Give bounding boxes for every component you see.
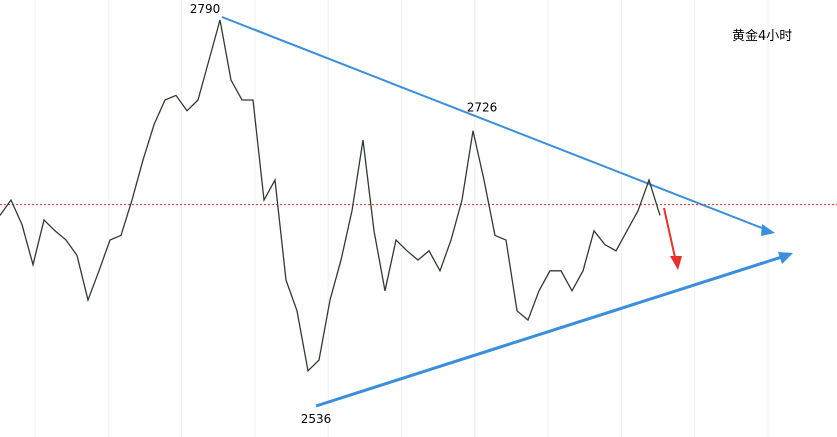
price-annotation: 2790 — [190, 2, 221, 16]
arrow-head — [778, 252, 793, 264]
trend-lines — [221, 16, 793, 408]
price-line — [0, 19, 661, 373]
arrow-head — [670, 256, 682, 270]
price-annotation: 2536 — [301, 412, 332, 426]
lower-trend-line — [315, 253, 789, 408]
down-arrow-line — [663, 207, 677, 263]
upper-trend-line — [221, 16, 773, 233]
price-annotation: 2726 — [467, 100, 498, 114]
arrow-head — [761, 224, 775, 236]
chart-title: 黄金4小时 — [732, 28, 792, 44]
